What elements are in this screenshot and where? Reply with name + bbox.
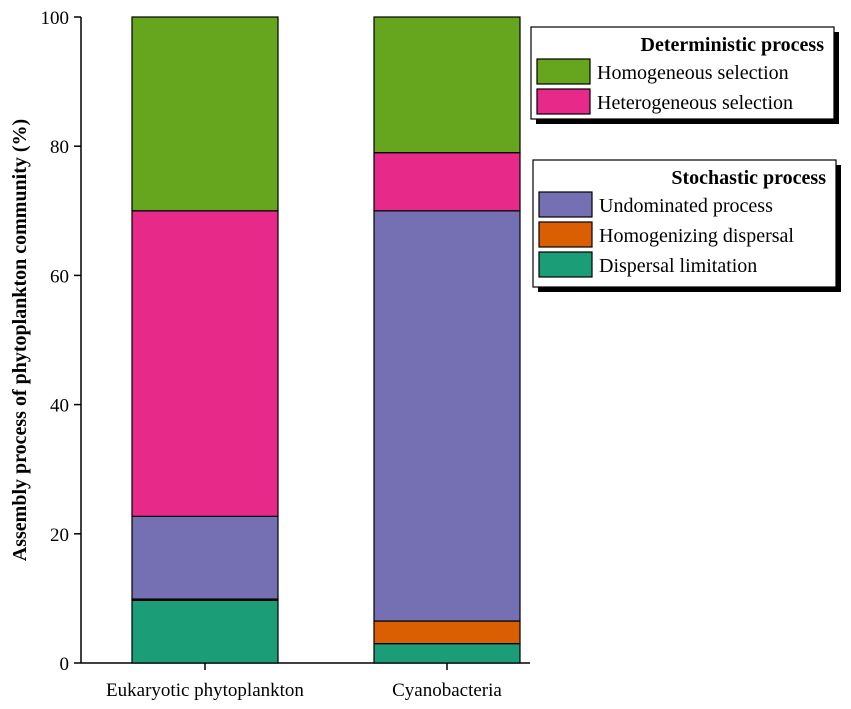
legend-swatch [538, 251, 593, 278]
legend-swatch [536, 88, 591, 115]
y-tick-label: 100 [41, 8, 70, 29]
bar-segment [373, 16, 521, 154]
x-tick-label: Cyanobacteria [392, 680, 502, 701]
legend-label: Homogeneous selection [597, 62, 789, 84]
legend-label: Heterogeneous selection [597, 92, 793, 114]
legend: Deterministic process Homogeneous selecti… [530, 26, 841, 292]
bar-segment [373, 620, 521, 645]
legend-swatch [538, 191, 593, 218]
legend-label: Undominated process [599, 195, 773, 217]
y-tick-label: 80 [50, 137, 69, 158]
legend-swatch [538, 221, 593, 248]
y-axis-title: Assembly process of phytoplankton commun… [9, 119, 31, 561]
legend-label: Dispersal limitation [599, 255, 757, 277]
bar-segment [373, 643, 521, 664]
x-axis: Eukaryotic phytoplankton Cyanobacteria [81, 662, 530, 701]
legend-title: Deterministic process [641, 34, 825, 56]
bar-segment [131, 210, 279, 517]
bar-segment [373, 210, 521, 622]
bar-segment [131, 599, 279, 664]
legend-title: Stochastic process [671, 167, 826, 189]
legend-swatch [536, 58, 591, 85]
bars [131, 16, 521, 664]
y-tick-label: 60 [50, 266, 69, 287]
bar-segment [131, 515, 279, 600]
legend-label: Homogenizing dispersal [599, 225, 794, 247]
y-tick-label: 40 [50, 396, 69, 417]
bar-segment [131, 16, 279, 212]
y-tick-label: 0 [60, 654, 70, 675]
y-axis: 0 20 40 60 80 100 [41, 8, 82, 675]
y-tick-label: 20 [50, 525, 69, 546]
bar-segment [373, 152, 521, 212]
x-tick-label: Eukaryotic phytoplankton [106, 680, 304, 701]
